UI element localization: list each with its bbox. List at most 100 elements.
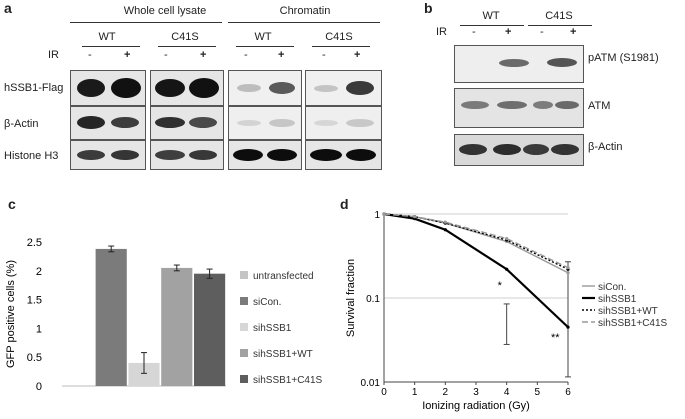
panel-b-label: b (424, 0, 433, 16)
band (493, 144, 521, 155)
band (346, 81, 374, 95)
y-axis-label: Survival fraction (345, 259, 357, 337)
bar (194, 273, 226, 386)
bar-chart-gfp: GFP positive cells (%) 0 0.5 1 1.5 2 2.5 untran… (5, 237, 323, 393)
x-tick-label: 5 (535, 387, 541, 398)
bar (161, 267, 193, 386)
ir-sign: + (505, 26, 512, 38)
y-tick-label: 1 (374, 210, 380, 221)
legend-swatch (240, 349, 248, 357)
x-tick-label: 6 (565, 387, 571, 398)
band (499, 59, 529, 67)
panel-d-label: d (340, 196, 349, 212)
ir-sign: - (472, 26, 476, 38)
data-point (382, 212, 386, 216)
significance-annotation: * (498, 280, 503, 292)
series-line (383, 213, 569, 270)
y-tick-label: 0.5 (27, 352, 42, 364)
data-point (566, 325, 570, 329)
band (77, 79, 105, 97)
band (189, 150, 217, 160)
blot-b-actin (454, 134, 584, 166)
band (77, 116, 105, 129)
row-label-patm: pATM (S1981) (588, 52, 659, 64)
ir-sign: + (278, 49, 285, 61)
blot-atm (454, 88, 584, 128)
x-axis-label: Ionizing radiation (Gy) (422, 400, 530, 412)
blot-h3-chromatin-c41s (305, 140, 382, 170)
blot-hssb1-whole-c41s (150, 70, 224, 106)
band (346, 149, 376, 161)
ir-sign: + (200, 49, 207, 61)
ir-sign: - (540, 26, 544, 38)
genotype-line (82, 46, 140, 47)
ir-label: IR (436, 26, 447, 38)
blot-actin-chromatin-c41s (305, 106, 382, 140)
row-label-histone-h3: Histone H3 (4, 150, 59, 162)
legend-label: siCon. (598, 282, 626, 293)
data-point (443, 228, 447, 232)
ir-sign: + (570, 26, 577, 38)
x-tick-label: 3 (473, 387, 479, 398)
band (111, 150, 139, 160)
band (555, 101, 579, 109)
y-tick-label: 2 (36, 266, 42, 278)
band (269, 82, 295, 94)
genotype-label: C41S (545, 10, 573, 22)
genotype-line (312, 46, 370, 47)
band (314, 85, 338, 92)
ir-sign: - (164, 49, 168, 61)
band (111, 78, 141, 98)
y-tick-label: 0 (36, 381, 42, 393)
blot-hssb1-chromatin-wt (228, 70, 302, 106)
genotype-line (460, 25, 524, 26)
genotype-label: WT (482, 10, 500, 22)
x-tick-label: 1 (412, 387, 418, 398)
band (189, 78, 219, 98)
series-line (383, 213, 569, 274)
y-tick-label: 0.01 (361, 378, 381, 389)
genotype-line (528, 25, 592, 26)
band (237, 84, 261, 92)
legend-label: sihSSB1 (253, 323, 292, 334)
group-line-whole-cell-lysate (70, 22, 222, 23)
genotype-label: C41S (171, 31, 199, 43)
genotype-label: C41S (325, 31, 353, 43)
line-chart-survival: 1 0.1 0.010 1 2 3 4 5 6 Ionizing radiation (Gy) Su… (345, 210, 668, 412)
y-axis-label: GFP positive cells (%) (5, 260, 17, 368)
data-point (505, 236, 509, 241)
significance-annotation: ** (551, 332, 560, 344)
group-label-whole-cell-lysate: Whole cell lysate (123, 5, 207, 17)
row-label-atm: ATM (588, 100, 611, 112)
legend-swatch (240, 297, 248, 305)
blot-h3-chromatin-wt (228, 140, 302, 170)
row-label-beta-actin: β-Actin (4, 118, 39, 130)
group-label-chromatin: Chromatin (279, 5, 331, 17)
legend-label: sihSSB1+WT (598, 306, 658, 317)
legend-label: siCon. (253, 297, 281, 308)
band (237, 120, 261, 126)
band (461, 101, 489, 109)
blot-patm (454, 45, 584, 83)
x-tick-label: 2 (443, 387, 449, 398)
ir-sign: + (124, 49, 131, 61)
legend-label: sihSSB1+C41S (253, 375, 323, 386)
band (459, 144, 487, 155)
blot-h3-whole-c41s (150, 140, 224, 170)
data-point (413, 215, 417, 219)
legend-swatch (240, 271, 248, 279)
group-line-chromatin (228, 22, 380, 23)
y-tick-label: 2.5 (27, 237, 42, 249)
panel-a-label: a (4, 0, 12, 16)
bar (128, 362, 160, 386)
band (346, 119, 374, 127)
band (551, 144, 579, 155)
y-tick-label: 0.1 (366, 294, 380, 305)
legend-label: sihSSB1+WT (253, 349, 313, 360)
blot-hssb1-chromatin-c41s (305, 70, 382, 106)
genotype-line (158, 46, 216, 47)
band (77, 150, 105, 160)
data-point (443, 220, 447, 224)
legend-swatch (240, 375, 248, 383)
band (233, 149, 263, 161)
